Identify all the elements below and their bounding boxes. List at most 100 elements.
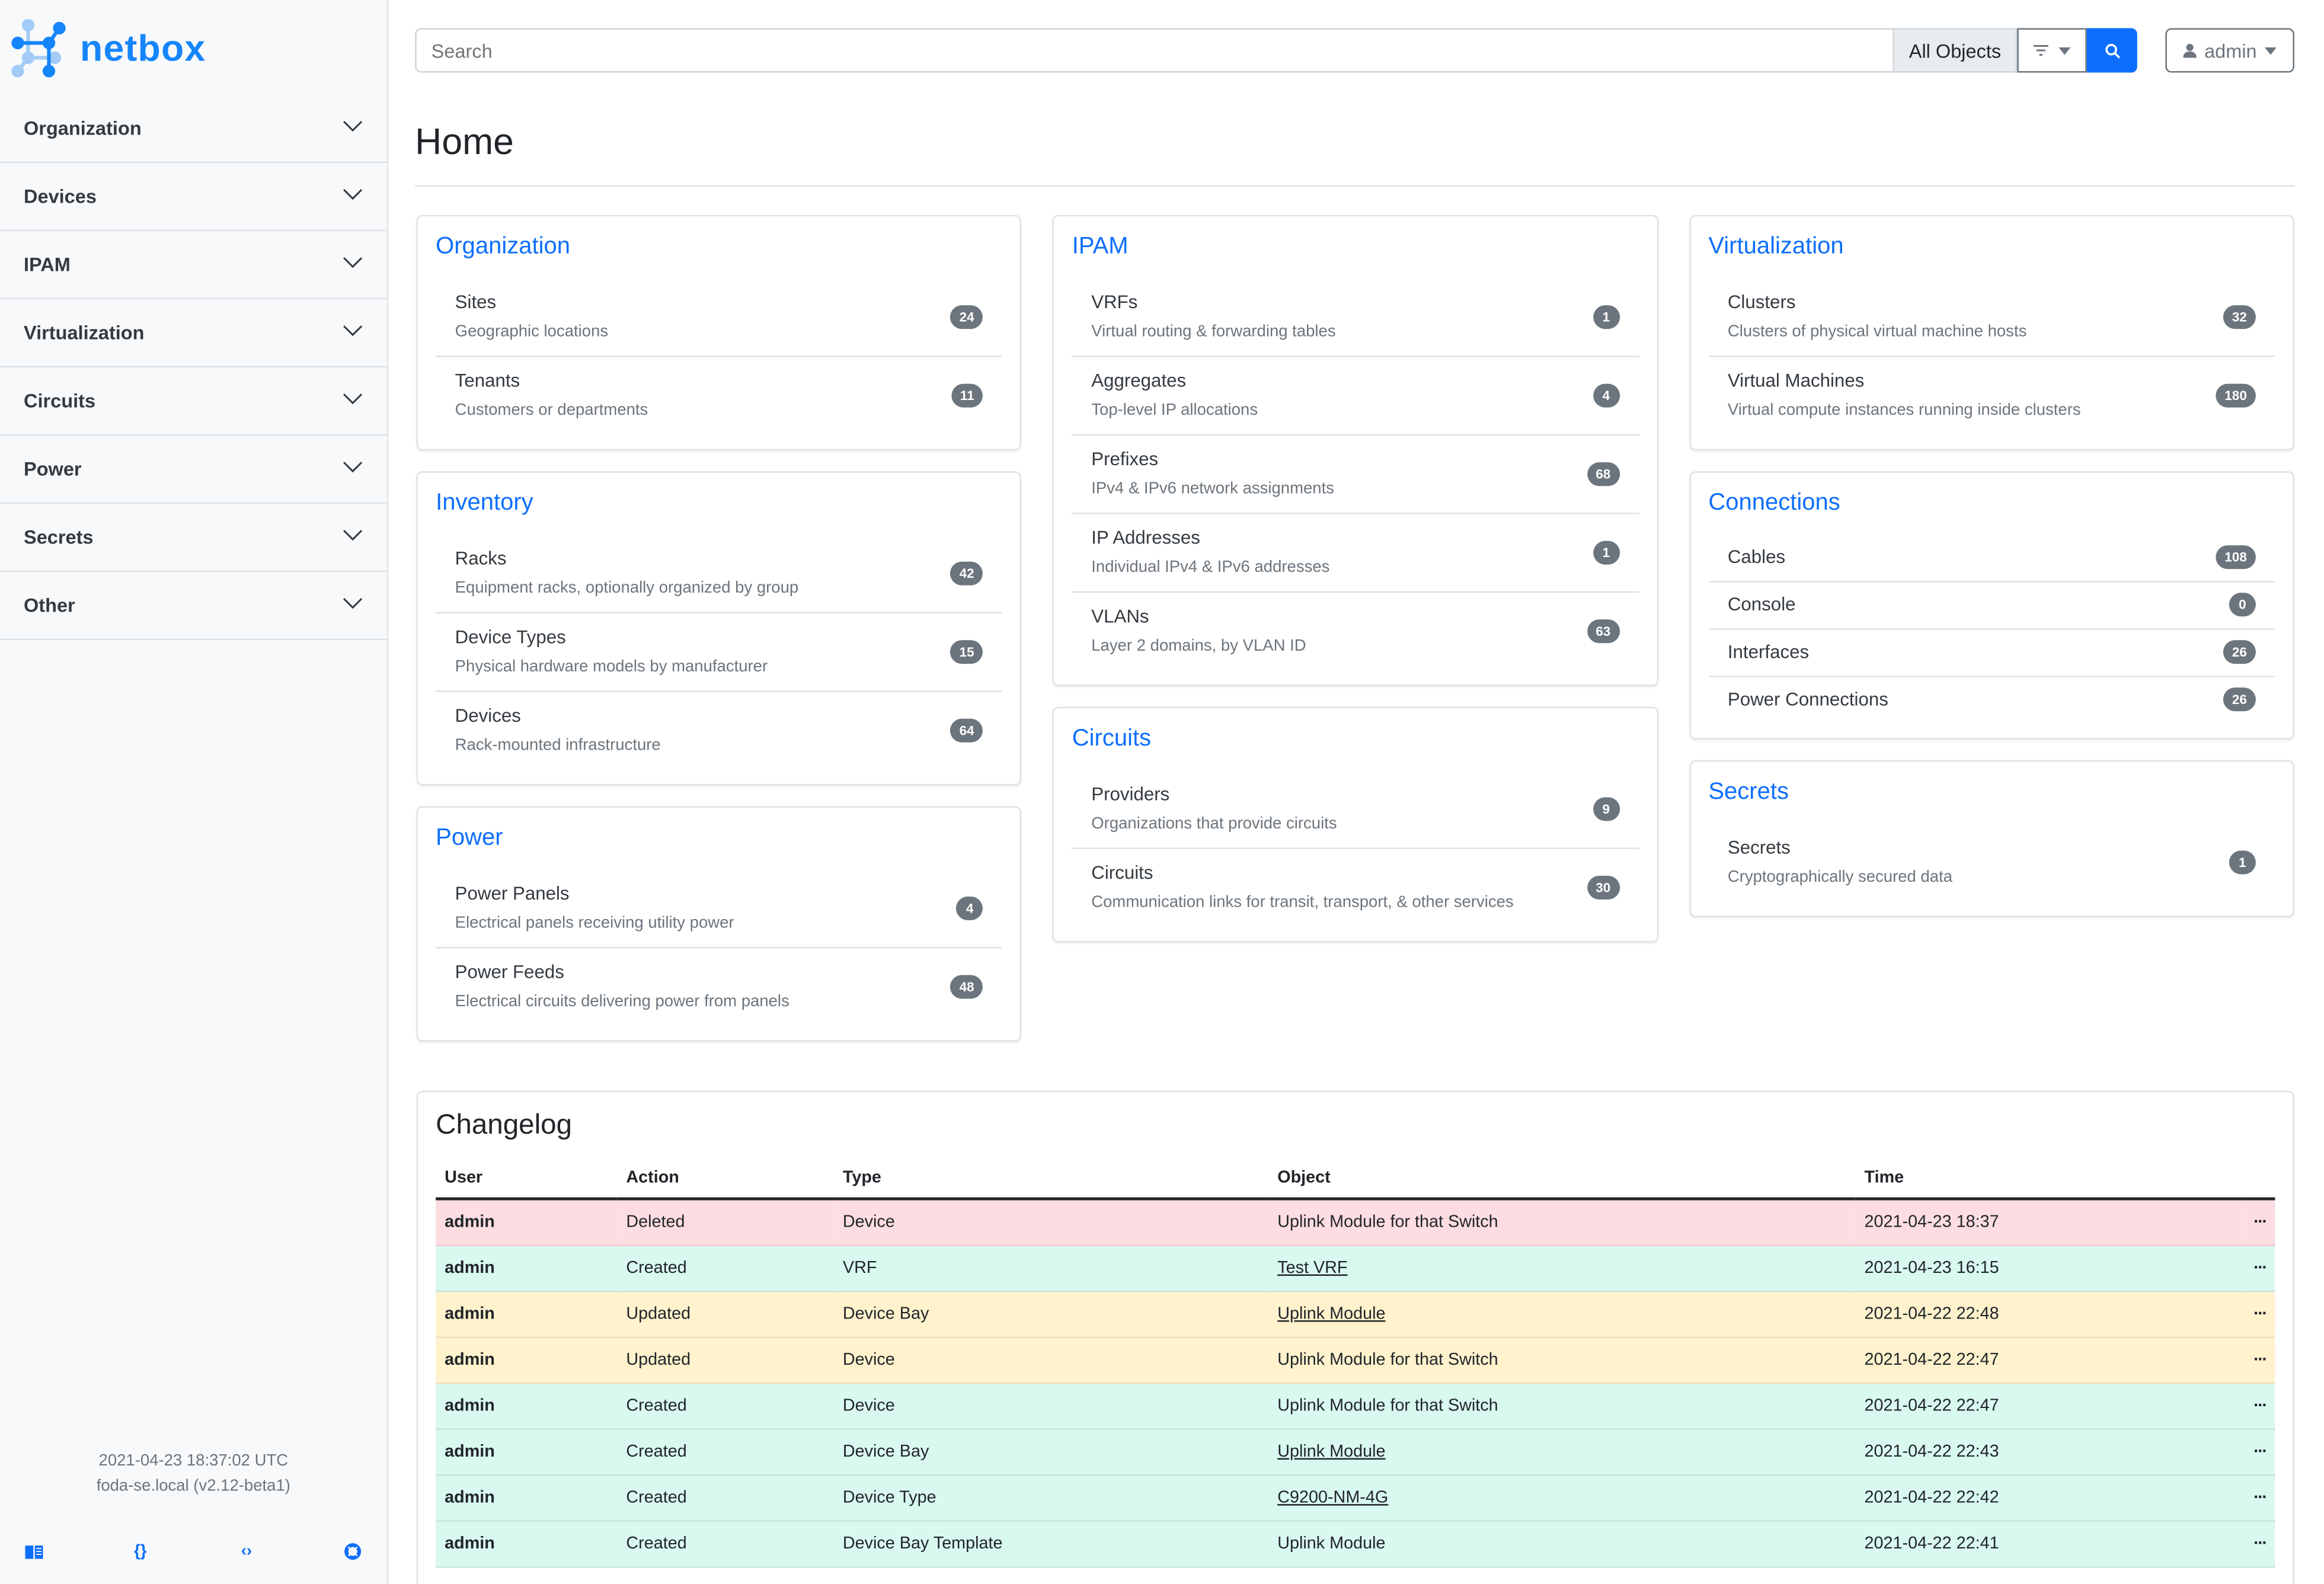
card-title[interactable]: Inventory: [436, 490, 533, 516]
sidebar-item-organization[interactable]: Organization: [0, 95, 387, 164]
item-name: Clusters: [1727, 292, 1796, 313]
list-item-circuits[interactable]: Circuits Communication links for transit,…: [1072, 849, 1639, 926]
cell-type: VRF: [833, 1245, 1269, 1292]
item-description: Customers or departments: [455, 401, 648, 420]
cell-action: Deleted: [617, 1198, 834, 1246]
list-item-clusters[interactable]: Clusters Clusters of physical virtual mac…: [1708, 279, 2275, 357]
cell-action: Created: [617, 1429, 834, 1476]
list-item-prefixes[interactable]: Prefixes IPv4 & IPv6 network assignments 6…: [1072, 436, 1639, 514]
cell-user: admin: [436, 1475, 618, 1522]
card-title[interactable]: Connections: [1708, 490, 1840, 516]
item-description: IPv4 & IPv6 network assignments: [1091, 480, 1335, 498]
count-badge: 180: [2216, 383, 2256, 407]
more-options-icon[interactable]: ···: [2253, 1535, 2268, 1553]
filter-icon: [2034, 45, 2049, 56]
card-title[interactable]: Virtualization: [1708, 234, 1844, 260]
card-title[interactable]: Organization: [436, 234, 571, 260]
lifebuoy-icon[interactable]: [343, 1541, 363, 1562]
more-options-icon[interactable]: ···: [2253, 1305, 2268, 1324]
list-item-power-connections[interactable]: Power Connections 26: [1708, 677, 2275, 724]
sidebar-item-other[interactable]: Other: [0, 572, 387, 641]
sidebar-item-circuits[interactable]: Circuits: [0, 367, 387, 436]
card-circuits: Circuits Providers Organizations that prov…: [1053, 706, 1658, 943]
more-options-icon[interactable]: ···: [2253, 1443, 2268, 1461]
search-scope-select[interactable]: All Objects: [1894, 28, 2018, 73]
card-inventory: Inventory Racks Equipment racks, optionall…: [416, 471, 1022, 786]
more-options-icon[interactable]: ···: [2253, 1351, 2268, 1369]
user-icon: [2184, 44, 2197, 58]
count-badge: 24: [950, 304, 983, 328]
item-name: VRFs: [1091, 292, 1138, 313]
more-options-icon[interactable]: ···: [2253, 1213, 2268, 1231]
list-item-tenants[interactable]: Tenants Customers or departments 11: [436, 357, 1002, 434]
cell-time: 2021-04-22 22:48: [1855, 1291, 2245, 1339]
list-item-racks[interactable]: Racks Equipment racks, optionally organiz…: [436, 535, 1003, 614]
list-item-cables[interactable]: Cables 108: [1708, 535, 2275, 583]
list-item-power-feeds[interactable]: Power Feeds Electrical circuits deliverin…: [436, 948, 1002, 1025]
search-bar: All Objects admin: [415, 28, 2294, 73]
item-name: Tenants: [455, 370, 520, 392]
card-title[interactable]: Circuits: [1072, 726, 1152, 751]
list-item-sites[interactable]: Sites Geographic locations 24: [436, 279, 1003, 357]
list-item-providers[interactable]: Providers Organizations that provide circ…: [1072, 770, 1639, 849]
logo[interactable]: netbox: [11, 19, 206, 79]
filter-dropdown-button[interactable]: [2017, 28, 2088, 73]
item-name: Device Types: [455, 626, 566, 648]
cell-user: admin: [436, 1198, 618, 1246]
sidebar-nav: Organization Devices IPAM Virtualization Cir…: [0, 95, 387, 641]
list-item-virtual-machines[interactable]: Virtual Machines Virtual compute instance…: [1708, 357, 2275, 434]
list-item-power-panels[interactable]: Power Panels Electrical panels receiving …: [436, 870, 1003, 949]
cell-object: Uplink Module for that Switch: [1268, 1198, 1856, 1246]
cell-time: 2021-04-22 22:41: [1855, 1521, 2245, 1568]
list-item-vlans[interactable]: VLANs Layer 2 domains, by VLAN ID 63: [1072, 593, 1639, 670]
sidebar-item-virtualization[interactable]: Virtualization: [0, 299, 387, 368]
object-link[interactable]: Test VRF: [1277, 1259, 1348, 1278]
count-badge: 26: [2223, 640, 2256, 664]
search-input[interactable]: [415, 28, 1894, 73]
sidebar-item-devices[interactable]: Devices: [0, 163, 387, 232]
more-options-icon[interactable]: ···: [2253, 1489, 2268, 1508]
sidebar-item-secrets[interactable]: Secrets: [0, 504, 387, 572]
user-menu-button[interactable]: admin: [2165, 28, 2294, 73]
list-item-device-types[interactable]: Device Types Physical hardware models by …: [436, 613, 1003, 692]
item-name: Power Panels: [455, 883, 570, 904]
count-badge: 63: [1587, 619, 1620, 643]
list-item-ip-addresses[interactable]: IP Addresses Individual IPv4 & IPv6 addre…: [1072, 514, 1639, 593]
chevron-down-icon: [343, 388, 363, 414]
cell-action: Created: [617, 1245, 834, 1292]
object-link[interactable]: Uplink Module: [1277, 1443, 1386, 1461]
cell-type: Device Type: [833, 1475, 1269, 1522]
card-title[interactable]: Secrets: [1708, 779, 1789, 805]
list-item-aggregates[interactable]: Aggregates Top-level IP allocations 4: [1072, 357, 1639, 436]
cell-action: Updated: [617, 1291, 834, 1339]
page-title: Home: [415, 121, 514, 164]
sidebar-item-power[interactable]: Power: [0, 436, 387, 504]
braces-icon[interactable]: {}: [133, 1543, 147, 1561]
list-item-secrets[interactable]: Secrets Cryptographically secured data 1: [1708, 824, 2275, 901]
item-name: Prefixes: [1091, 449, 1159, 470]
list-item-devices[interactable]: Devices Rack-mounted infrastructure 64: [436, 692, 1002, 769]
divider: [415, 185, 2294, 187]
card-title[interactable]: IPAM: [1072, 234, 1129, 260]
item-name: Power Feeds: [455, 961, 564, 983]
search-button[interactable]: [2087, 28, 2138, 73]
cell-type: Device Bay Template: [833, 1521, 1269, 1568]
item-name: VLANs: [1091, 606, 1149, 627]
object-link[interactable]: Uplink Module: [1277, 1305, 1386, 1324]
count-badge: 64: [950, 718, 983, 742]
more-options-icon[interactable]: ···: [2253, 1259, 2268, 1278]
more-options-icon[interactable]: ···: [2253, 1397, 2268, 1416]
code-icon[interactable]: ‹›: [241, 1543, 252, 1561]
card-title[interactable]: Power: [436, 825, 503, 851]
list-item-vrfs[interactable]: VRFs Virtual routing & forwarding tables 1: [1072, 279, 1639, 357]
book-icon[interactable]: [24, 1541, 44, 1562]
sidebar: netbox Organization Devices IPAM Virtualiza…: [0, 0, 389, 1584]
sidebar-item-ipam[interactable]: IPAM: [0, 231, 387, 300]
cell-object: Uplink Module: [1268, 1291, 1856, 1339]
object-link[interactable]: C9200-NM-4G: [1277, 1489, 1389, 1508]
dashboard-column: Organization Sites Geographic locations 24 T…: [416, 215, 1022, 1042]
table-row: admin Updated Device Bay Uplink Module 2021-…: [436, 1291, 2275, 1339]
list-item-console[interactable]: Console 0: [1708, 583, 2275, 630]
list-item-interfaces[interactable]: Interfaces 26: [1708, 630, 2275, 677]
